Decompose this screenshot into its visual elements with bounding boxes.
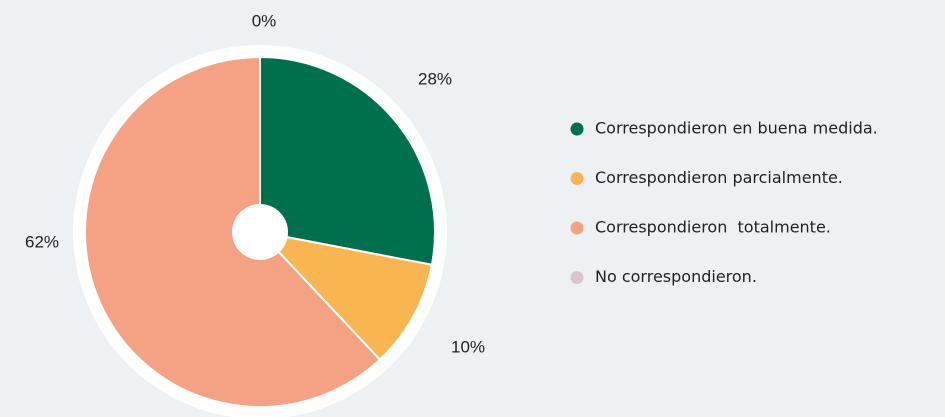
legend-marker bbox=[570, 122, 584, 136]
legend-label: Correspondieron totalmente. bbox=[595, 218, 831, 237]
legend-label: No correspondieron. bbox=[595, 267, 757, 286]
legend-label: Correspondieron en buena medida. bbox=[595, 119, 878, 138]
legend-label: Correspondieron parcialmente. bbox=[595, 168, 843, 187]
pie-slice bbox=[259, 55, 436, 266]
data-label: 62% bbox=[25, 232, 59, 251]
data-label: 0% bbox=[252, 11, 277, 30]
data-label: 10% bbox=[451, 337, 485, 356]
pie-slice bbox=[257, 230, 434, 361]
legend-marker bbox=[570, 172, 584, 185]
legend-marker bbox=[570, 271, 584, 284]
pie-hole bbox=[232, 204, 288, 260]
data-label: 28% bbox=[418, 69, 452, 88]
legend-marker bbox=[570, 221, 584, 235]
